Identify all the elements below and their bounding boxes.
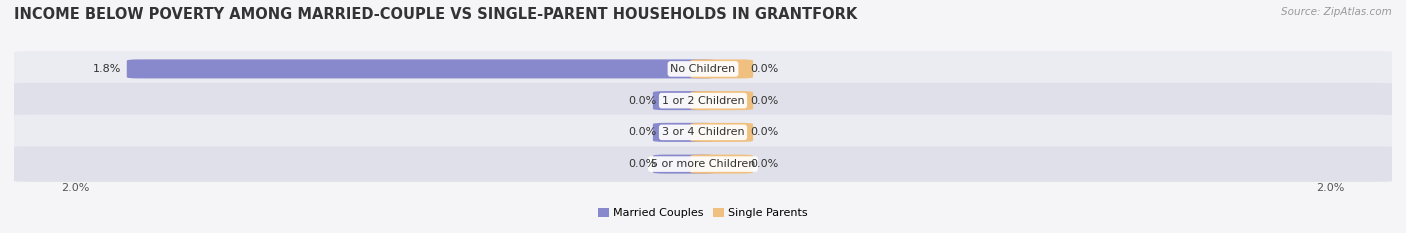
Text: 0.0%: 0.0% [749,159,779,169]
Text: 0.0%: 0.0% [749,96,779,106]
Text: Source: ZipAtlas.com: Source: ZipAtlas.com [1281,7,1392,17]
FancyBboxPatch shape [4,83,1402,118]
Legend: Married Couples, Single Parents: Married Couples, Single Parents [598,208,808,218]
Text: INCOME BELOW POVERTY AMONG MARRIED-COUPLE VS SINGLE-PARENT HOUSEHOLDS IN GRANTFO: INCOME BELOW POVERTY AMONG MARRIED-COUPL… [14,7,858,22]
FancyBboxPatch shape [690,91,754,110]
Text: 0.0%: 0.0% [749,127,779,137]
Text: 1.8%: 1.8% [93,64,121,74]
Text: 3 or 4 Children: 3 or 4 Children [662,127,744,137]
Text: 1 or 2 Children: 1 or 2 Children [662,96,744,106]
FancyBboxPatch shape [652,91,716,110]
FancyBboxPatch shape [652,123,716,142]
Text: 2.0%: 2.0% [60,183,90,193]
FancyBboxPatch shape [127,59,716,79]
Text: 0.0%: 0.0% [627,96,657,106]
FancyBboxPatch shape [4,51,1402,87]
FancyBboxPatch shape [4,146,1402,182]
FancyBboxPatch shape [652,154,716,174]
FancyBboxPatch shape [4,115,1402,150]
Text: 2.0%: 2.0% [1316,183,1346,193]
FancyBboxPatch shape [690,123,754,142]
Text: No Children: No Children [671,64,735,74]
Text: 0.0%: 0.0% [627,159,657,169]
Text: 5 or more Children: 5 or more Children [651,159,755,169]
FancyBboxPatch shape [690,154,754,174]
Text: 0.0%: 0.0% [749,64,779,74]
Text: 0.0%: 0.0% [627,127,657,137]
FancyBboxPatch shape [690,59,754,79]
